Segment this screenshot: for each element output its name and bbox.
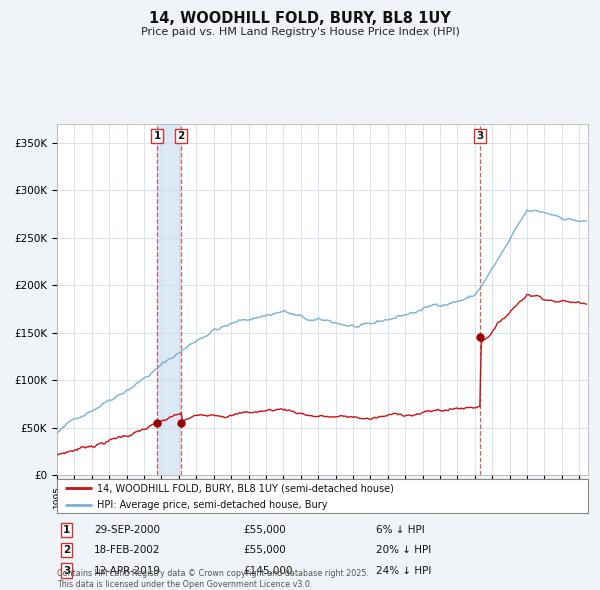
Text: 14, WOODHILL FOLD, BURY, BL8 1UY (semi-detached house): 14, WOODHILL FOLD, BURY, BL8 1UY (semi-d… — [97, 483, 394, 493]
Text: 2: 2 — [63, 545, 70, 555]
Text: 3: 3 — [476, 131, 484, 141]
Text: 6% ↓ HPI: 6% ↓ HPI — [376, 525, 424, 535]
Text: £55,000: £55,000 — [243, 525, 286, 535]
Text: 1: 1 — [63, 525, 70, 535]
Text: 14, WOODHILL FOLD, BURY, BL8 1UY: 14, WOODHILL FOLD, BURY, BL8 1UY — [149, 11, 451, 25]
Text: 2: 2 — [178, 131, 185, 141]
Text: 1: 1 — [154, 131, 161, 141]
Text: 20% ↓ HPI: 20% ↓ HPI — [376, 545, 431, 555]
Text: Price paid vs. HM Land Registry's House Price Index (HPI): Price paid vs. HM Land Registry's House … — [140, 27, 460, 37]
Bar — [157, 124, 181, 475]
Text: Contains HM Land Registry data © Crown copyright and database right 2025.
This d: Contains HM Land Registry data © Crown c… — [57, 569, 369, 589]
Text: 18-FEB-2002: 18-FEB-2002 — [94, 545, 161, 555]
Text: 24% ↓ HPI: 24% ↓ HPI — [376, 566, 431, 575]
Text: 29-SEP-2000: 29-SEP-2000 — [94, 525, 160, 535]
Text: £145,000: £145,000 — [243, 566, 292, 575]
Text: 12-APR-2019: 12-APR-2019 — [94, 566, 161, 575]
Text: 3: 3 — [63, 566, 70, 575]
Text: £55,000: £55,000 — [243, 545, 286, 555]
Text: HPI: Average price, semi-detached house, Bury: HPI: Average price, semi-detached house,… — [97, 500, 328, 510]
